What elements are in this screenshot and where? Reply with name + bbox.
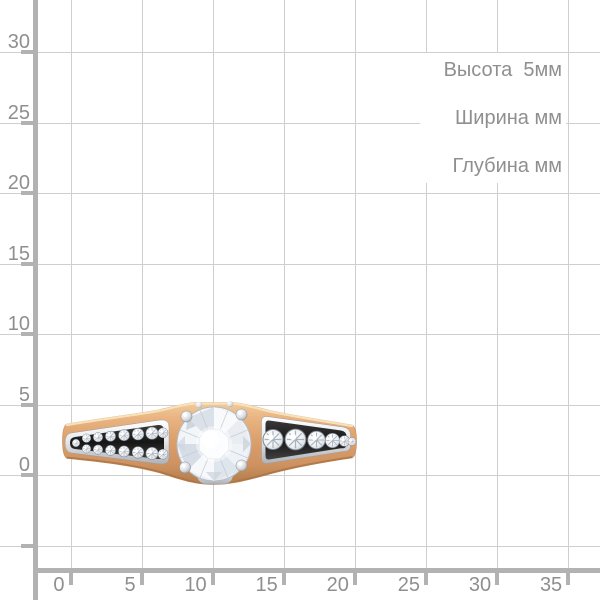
x-axis-tick xyxy=(566,568,571,585)
vertical-gridline xyxy=(70,0,72,568)
x-axis-label: 25 xyxy=(397,574,420,596)
x-axis-label: 10 xyxy=(184,574,207,596)
x-axis-label: 5 xyxy=(124,574,136,596)
y-axis-label: 10 xyxy=(7,313,30,335)
x-axis-tick xyxy=(495,568,500,585)
y-axis-tick xyxy=(21,191,38,195)
center-stone-setting xyxy=(176,400,252,485)
y-axis-tick xyxy=(21,332,38,336)
dimension-labels: Высота 5мм Ширина мм Глубина мм xyxy=(420,53,566,183)
vertical-gridline xyxy=(568,0,570,568)
y-axis-label: 5 xyxy=(18,383,30,406)
left-pave-channel xyxy=(64,419,170,465)
vertical-gridline xyxy=(283,0,285,568)
x-axis-tick xyxy=(352,568,357,585)
y-axis-tick xyxy=(21,50,38,54)
y-axis-label: 30 xyxy=(7,31,30,53)
x-axis-label: 20 xyxy=(326,574,349,596)
vertical-gridline xyxy=(497,0,499,568)
y-axis-label: 0 xyxy=(18,454,30,476)
x-axis-label: 0 xyxy=(53,574,65,596)
x-axis-tick xyxy=(68,568,73,585)
x-axis-label: 15 xyxy=(255,574,278,596)
vertical-gridline xyxy=(141,0,143,568)
x-axis-label: 35 xyxy=(539,574,563,596)
band-top-highlight xyxy=(65,402,354,428)
right-pave-channel xyxy=(261,416,357,464)
horizontal-gridline xyxy=(0,404,600,406)
ring-band xyxy=(62,402,357,485)
horizontal-gridline xyxy=(0,122,600,124)
depth-label: Глубина мм xyxy=(452,155,562,177)
x-axis-tick xyxy=(424,568,428,585)
horizontal-gridline xyxy=(0,545,600,547)
y-axis-label: 25 xyxy=(7,101,30,124)
y-axis-tick xyxy=(21,261,38,266)
y-axis-label: 20 xyxy=(7,172,30,194)
horizontal-gridline xyxy=(0,52,600,53)
x-axis-tick xyxy=(281,568,286,585)
vertical-gridline xyxy=(426,0,427,568)
x-axis-tick xyxy=(139,568,144,585)
y-axis-tick xyxy=(21,402,38,407)
y-axis-tick xyxy=(21,120,38,125)
horizontal-gridline xyxy=(0,475,600,476)
horizontal-gridline xyxy=(0,193,600,194)
horizontal-gridline xyxy=(0,263,600,265)
x-axis-line xyxy=(33,568,600,573)
band-bottom-shadow xyxy=(66,456,353,485)
y-axis-line xyxy=(33,0,38,600)
vertical-gridline xyxy=(212,0,214,568)
width-label: Ширина мм xyxy=(454,107,562,129)
setting-basket xyxy=(196,462,234,485)
height-label: Высота 5мм xyxy=(443,59,562,81)
y-axis-label: 15 xyxy=(7,242,30,265)
vertical-gridline xyxy=(354,0,356,568)
x-axis-tick xyxy=(210,568,215,585)
horizontal-gridline xyxy=(0,334,600,335)
x-axis-label: 30 xyxy=(468,574,492,596)
y-axis-tick xyxy=(21,543,38,548)
y-axis-tick xyxy=(21,473,38,477)
center-diamond xyxy=(176,406,252,482)
